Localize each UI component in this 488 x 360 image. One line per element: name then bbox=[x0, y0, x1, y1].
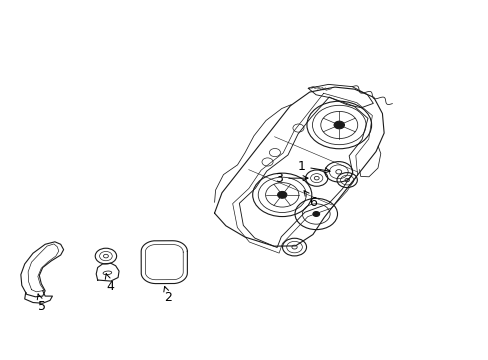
Text: 1: 1 bbox=[297, 160, 329, 173]
Circle shape bbox=[312, 212, 319, 216]
Circle shape bbox=[277, 192, 286, 198]
Text: 6: 6 bbox=[304, 191, 316, 208]
Text: 3: 3 bbox=[275, 172, 307, 185]
Text: 4: 4 bbox=[105, 274, 114, 293]
Circle shape bbox=[333, 121, 344, 129]
Text: 2: 2 bbox=[163, 287, 172, 304]
Text: 5: 5 bbox=[37, 294, 46, 313]
